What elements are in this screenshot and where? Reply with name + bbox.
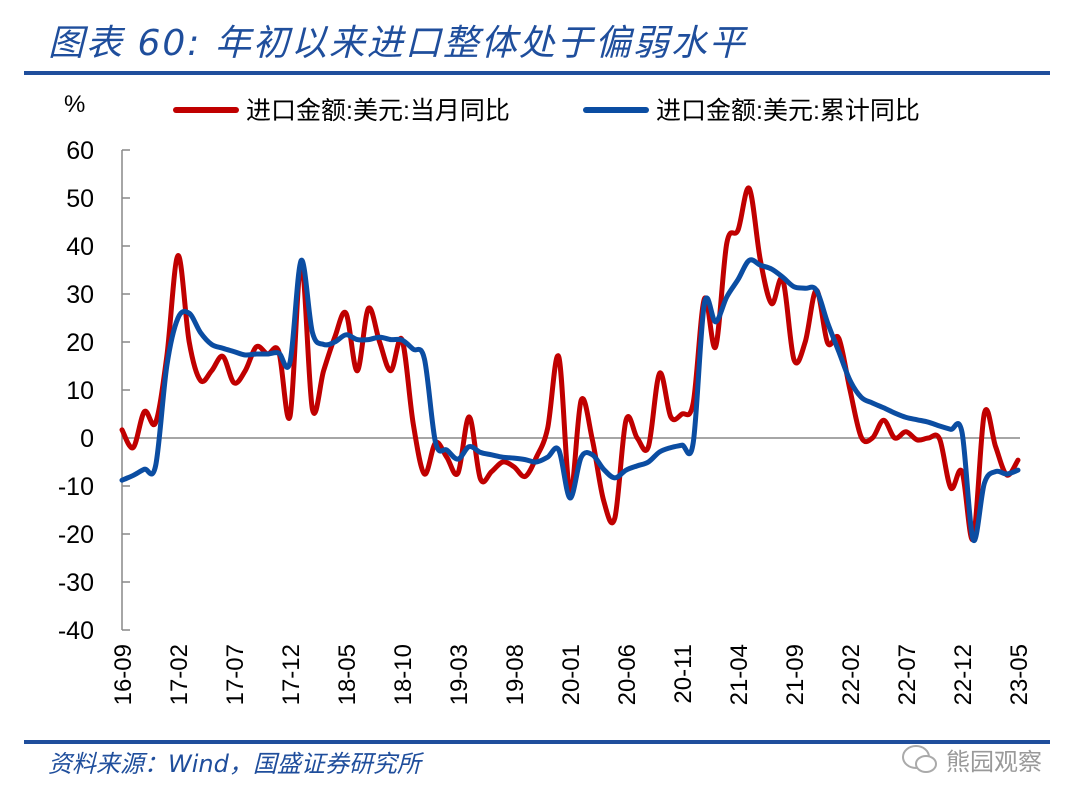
figure-title: 图表 60: 年初以来进口整体处于偏弱水平 (48, 23, 747, 64)
y-tick-label: 40 (66, 233, 94, 261)
x-tick-label: 17-12 (278, 644, 305, 705)
legend-label: 进口金额:美元:累计同比 (656, 97, 920, 125)
x-tick-label: 20-11 (670, 644, 697, 704)
series-line-monthly-yoy (119, 185, 1021, 543)
y-tick-label: 60 (66, 137, 94, 165)
wechat-icon (902, 744, 937, 773)
title-divider (24, 71, 1050, 75)
y-tick-label: -40 (58, 617, 94, 645)
y-tick-label: -20 (58, 521, 94, 549)
x-tick-label: 16-09 (110, 644, 137, 705)
line-chart: % 进口金额:美元:当月同比 进口金额:美元:累计同比 60 50 40 30 20 10 0… (58, 91, 1033, 705)
x-tick-label: 22-12 (950, 644, 977, 705)
y-tick-label: 0 (80, 425, 94, 453)
y-tick-label: -10 (58, 473, 94, 501)
x-tick-label: 19-03 (446, 644, 473, 705)
x-tick-label: 20-06 (614, 644, 641, 705)
x-tick-label: 23-05 (1006, 644, 1033, 705)
watermark-text: 熊园观察 (946, 748, 1042, 776)
x-tick-label: 22-07 (894, 644, 921, 705)
y-tick-label: 50 (66, 185, 94, 213)
x-tick-label: 21-04 (726, 644, 753, 705)
x-tick-label: 18-05 (334, 644, 361, 705)
x-tick-label: 17-07 (222, 644, 249, 705)
x-tick-label: 19-08 (502, 644, 529, 705)
x-tick-label: 22-02 (838, 644, 865, 705)
y-tick-label: 10 (66, 377, 94, 405)
x-tick-label: 21-09 (782, 644, 809, 705)
y-axis-unit: % (64, 91, 85, 118)
footer-divider (24, 740, 1050, 744)
x-tick-label: 17-02 (166, 644, 193, 705)
y-tick-label: 20 (66, 329, 94, 357)
series-line-cumulative-yoy (119, 257, 1021, 543)
legend-label: 进口金额:美元:当月同比 (246, 97, 510, 125)
source-note: 资料来源：Wind，国盛证券研究所 (48, 750, 421, 778)
y-tick-label: 30 (66, 281, 94, 309)
x-tick-label: 20-01 (558, 644, 585, 705)
x-tick-label: 18-10 (390, 644, 417, 705)
watermark: 熊园观察 (900, 742, 1042, 777)
y-tick-label: -30 (58, 569, 94, 597)
legend: 进口金额:美元:当月同比 进口金额:美元:累计同比 (173, 97, 920, 125)
